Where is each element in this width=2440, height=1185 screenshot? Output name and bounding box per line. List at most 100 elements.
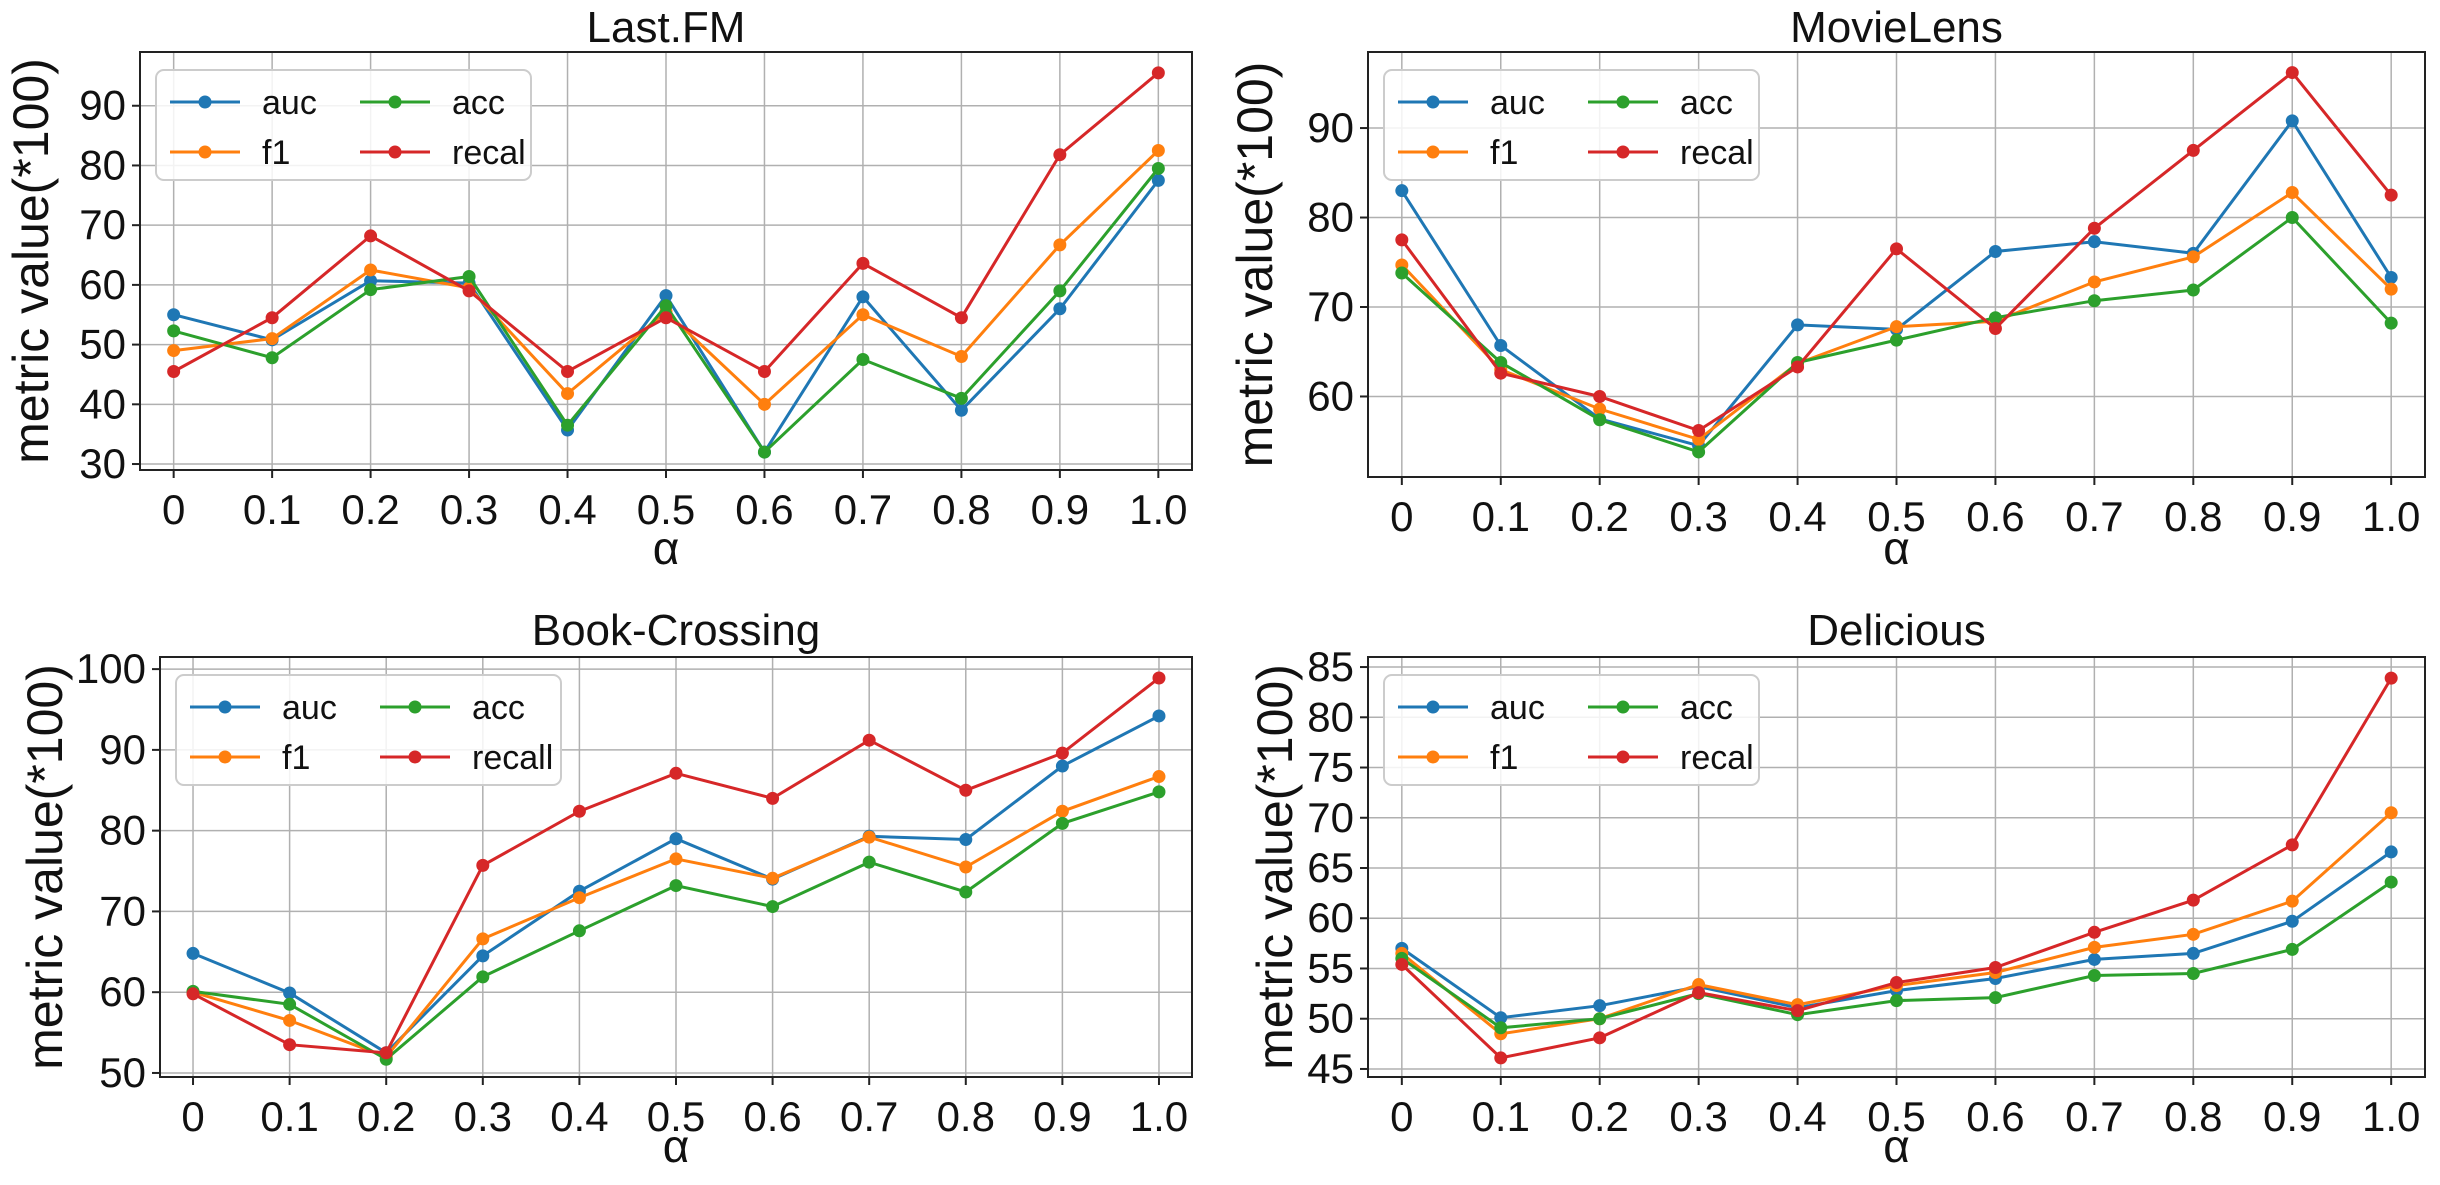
x-tick-label: 0.1 (1472, 493, 1530, 540)
legend-entry-auc: auc (170, 84, 317, 122)
data-point (1152, 770, 1166, 784)
data-point (2087, 925, 2101, 939)
x-tick-label: 0.6 (1966, 493, 2024, 540)
legend-entry-recall: recall (380, 739, 553, 777)
data-point (2186, 143, 2200, 157)
chart-title: MovieLens (1790, 3, 2003, 52)
data-point (283, 1038, 297, 1052)
data-point (1593, 402, 1607, 416)
data-point (561, 364, 575, 378)
x-tick-label: 0.9 (1031, 486, 1089, 533)
legend-label: auc (282, 689, 337, 727)
legend (1383, 674, 1760, 786)
data-point (186, 946, 200, 960)
x-tick-label: 0.6 (735, 486, 793, 533)
data-point (1151, 173, 1165, 187)
data-point (1494, 355, 1508, 369)
data-point (1395, 233, 1409, 247)
data-point (476, 949, 490, 963)
data-point (1988, 960, 2002, 974)
x-tick-label: 0.9 (2263, 493, 2321, 540)
data-point (2087, 969, 2101, 983)
data-point (766, 900, 780, 914)
legend-label: auc (1490, 689, 1545, 727)
data-point (1395, 184, 1409, 198)
x-tick-label: 0.2 (1570, 493, 1628, 540)
data-point (659, 299, 673, 313)
x-tick-label: 0.7 (2065, 1093, 2123, 1140)
legend-label: f1 (1490, 134, 1518, 172)
data-point (2285, 185, 2299, 199)
data-point (1593, 999, 1607, 1013)
x-tick-label: 0.3 (1669, 1093, 1727, 1140)
legend-label: auc (262, 84, 317, 122)
data-point (954, 311, 968, 325)
data-point (462, 284, 476, 298)
legend-marker (408, 700, 422, 714)
data-point (856, 353, 870, 367)
legend-label: f1 (282, 739, 310, 777)
data-point (2186, 893, 2200, 907)
data-point (283, 986, 297, 1000)
data-point (959, 833, 973, 847)
data-point (2285, 894, 2299, 908)
legend-entry-auc: auc (1398, 689, 1545, 727)
data-point (2087, 275, 2101, 289)
x-tick-label: 0.4 (1768, 1093, 1826, 1140)
data-point (766, 871, 780, 885)
y-tick-label: 70 (99, 887, 146, 934)
data-point (1055, 804, 1069, 818)
legend (175, 674, 562, 786)
data-point (659, 289, 673, 303)
legend-marker (388, 145, 402, 159)
data-point (1494, 338, 1508, 352)
legend-label: recal (1680, 739, 1754, 777)
legend-marker (1426, 700, 1440, 714)
x-tick-label: 0 (181, 1093, 204, 1140)
legend-marker (198, 145, 212, 159)
x-tick-label: 0.4 (538, 486, 596, 533)
data-point (265, 332, 279, 346)
x-tick-label: 0.8 (937, 1093, 995, 1140)
x-tick-label: 1.0 (1129, 486, 1187, 533)
y-tick-label: 50 (1307, 995, 1354, 1042)
series-recal (1395, 66, 2398, 437)
legend-entry-recal: recal (1588, 739, 1754, 777)
legend-marker (218, 750, 232, 764)
y-tick-label: 85 (1307, 643, 1354, 690)
legend-entry-auc: auc (190, 689, 337, 727)
y-tick-label: 80 (1307, 194, 1354, 241)
data-point (2384, 282, 2398, 296)
data-point (572, 804, 586, 818)
legend (1383, 69, 1760, 181)
legend-entry-f1: f1 (170, 134, 290, 172)
y-tick-label: 70 (79, 201, 126, 248)
data-point (1494, 1011, 1508, 1025)
legend-label: recal (452, 134, 526, 172)
data-point (1692, 423, 1706, 437)
data-point (186, 987, 200, 1001)
legend (155, 69, 532, 181)
data-point (757, 397, 771, 411)
legend-marker (408, 750, 422, 764)
data-point (954, 403, 968, 417)
data-point (2087, 235, 2101, 249)
x-tick-label: 0.9 (2263, 1093, 2321, 1140)
data-point (476, 970, 490, 984)
x-tick-label: 0.5 (647, 1093, 705, 1140)
y-tick-label: 30 (79, 440, 126, 487)
data-point (856, 308, 870, 322)
data-point (2384, 316, 2398, 330)
legend-label: acc (1680, 689, 1733, 727)
legend-label: acc (472, 689, 525, 727)
x-axis-label: α (1883, 1120, 1910, 1172)
data-point (2285, 211, 2299, 225)
data-point (1494, 1051, 1508, 1065)
x-tick-label: 1.0 (2362, 1093, 2420, 1140)
data-point (1890, 994, 1903, 1008)
y-tick-label: 65 (1307, 844, 1354, 891)
data-point (669, 852, 683, 866)
data-point (476, 932, 490, 946)
x-tick-label: 0.6 (743, 1093, 801, 1140)
